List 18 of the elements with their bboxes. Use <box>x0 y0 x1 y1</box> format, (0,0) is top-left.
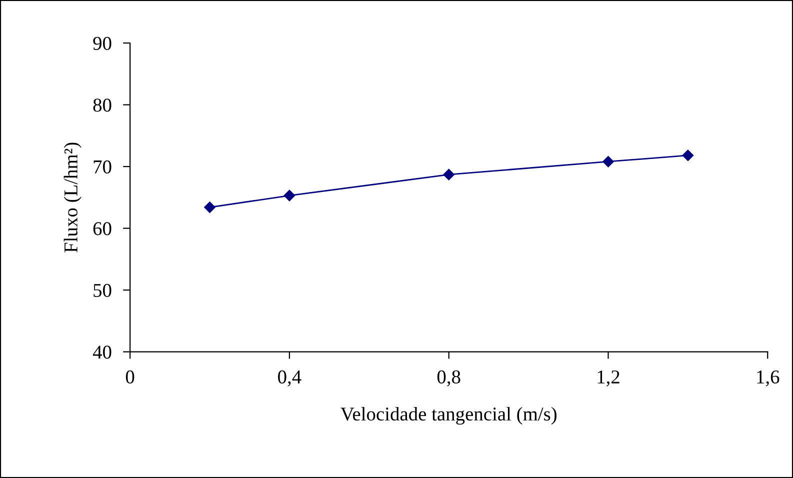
point <box>443 168 454 180</box>
y-tick-label: 50 <box>94 284 112 297</box>
x-tick-label: 1,6 <box>757 370 780 386</box>
x-tick-label: 0,4 <box>278 370 302 386</box>
y-tick-label: 60 <box>93 222 112 236</box>
x-tick-label: 0 <box>126 370 134 384</box>
y-tick-label: 40 <box>92 346 112 359</box>
x-tick-label: 1,2 <box>598 370 620 386</box>
y-tick-label: 90 <box>93 36 112 50</box>
point <box>682 150 694 162</box>
y-tick-label: 80 <box>93 98 112 112</box>
x-tick-label: 0,8 <box>437 370 460 386</box>
point <box>602 156 614 168</box>
x-axis-title: Velocidade tangencial (m/s) <box>340 406 556 425</box>
y-tick-label: 70 <box>94 160 112 174</box>
y-axis-title: Fluxo (L/hm²) <box>64 142 82 252</box>
point <box>204 202 216 213</box>
point <box>284 190 296 202</box>
